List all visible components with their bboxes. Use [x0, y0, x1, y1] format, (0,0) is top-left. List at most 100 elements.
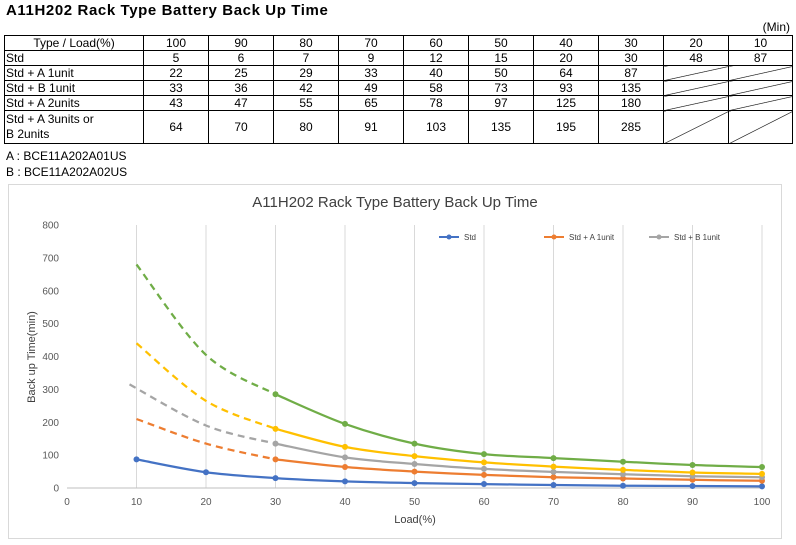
table-cell: 15 — [468, 50, 534, 66]
table-cell: 25 — [208, 65, 274, 81]
table-cell: 70 — [208, 110, 274, 144]
x-tick-label: 60 — [478, 497, 490, 508]
table-cell: 33 — [143, 80, 209, 96]
x-tick-label: 50 — [409, 497, 421, 508]
data-point — [550, 474, 557, 481]
backup-time-table: Type / Load(%) 100 90 80 70 60 50 40 30 … — [4, 35, 793, 144]
y-axis-label: Back up Time(min) — [26, 311, 38, 403]
data-point — [342, 443, 348, 450]
legend-marker — [656, 234, 662, 240]
series-dashed-extension — [135, 342, 276, 430]
chart-title: A11H202 Rack Type Battery Back Up Time — [252, 194, 537, 211]
table-cell: 6 — [208, 50, 274, 66]
y-tick-label: 200 — [42, 418, 59, 429]
x-tick-label: 100 — [754, 497, 771, 508]
legend-label: Std + A 1unit — [569, 233, 615, 242]
empty-cell — [663, 95, 729, 111]
empty-cell — [663, 110, 729, 144]
data-point — [620, 482, 626, 489]
row-label-line: B 2units — [6, 127, 50, 141]
series-line — [275, 442, 763, 479]
gridlines — [136, 225, 763, 488]
table-row: Std + A 1unit 22 25 29 33 40 50 64 87 — [4, 65, 793, 81]
data-point — [550, 455, 557, 462]
table-header-label: Type / Load(%) — [4, 35, 144, 51]
data-point — [689, 483, 696, 490]
table-cell: 7 — [273, 50, 339, 66]
series-line — [275, 458, 763, 482]
row-label: Std + A 1unit — [4, 65, 144, 81]
data-point — [620, 471, 626, 478]
table-cell: 93 — [533, 80, 599, 96]
series-group — [135, 263, 765, 470]
row-label: Std + B 1unit — [4, 80, 144, 96]
page-title: A11H202 Rack Type Battery Back Up Time — [6, 2, 329, 19]
y-tick-label: 300 — [42, 385, 59, 396]
table-header-load: 60 — [403, 35, 469, 51]
table-header-load: 50 — [468, 35, 534, 51]
data-point — [411, 453, 418, 460]
data-point — [689, 469, 696, 476]
y-tick-label: 600 — [42, 286, 59, 297]
table-cell: 135 — [468, 110, 534, 144]
table-cell: 49 — [338, 80, 404, 96]
table-cell: 5 — [143, 50, 209, 66]
empty-cell — [663, 80, 729, 96]
data-point — [411, 468, 418, 475]
table-header-load: 70 — [338, 35, 404, 51]
backup-time-chart: A11H202 Rack Type Battery Back Up Time 0… — [26, 194, 771, 526]
table-cell: 43 — [143, 95, 209, 111]
table-cell: 55 — [273, 95, 339, 111]
row-label: Std + A 3units or B 2units — [4, 110, 144, 144]
table-header-row: Type / Load(%) 100 90 80 70 60 50 40 30 … — [4, 35, 793, 51]
table-cell: 9 — [338, 50, 404, 66]
x-tick-label: 30 — [270, 497, 282, 508]
y-tick-label: 500 — [42, 319, 59, 330]
legend-label: Std + B 1unit — [674, 233, 721, 242]
series-line — [275, 393, 763, 469]
note-b: B : BCE11A202A02US — [6, 165, 128, 179]
series-dashed-extension — [128, 383, 276, 445]
table-cell: 125 — [533, 95, 599, 111]
empty-cell — [728, 65, 793, 81]
table-header-load: 40 — [533, 35, 599, 51]
x-axis-label: Load(%) — [394, 514, 436, 526]
data-point — [620, 458, 626, 465]
table-cell: 47 — [208, 95, 274, 111]
data-point — [550, 463, 557, 470]
table-cell: 42 — [273, 80, 339, 96]
data-point — [481, 465, 487, 472]
x-tick-label: 40 — [339, 497, 351, 508]
empty-cell — [728, 95, 793, 111]
table-header-load: 10 — [728, 35, 793, 51]
x-tick-label: 70 — [548, 497, 560, 508]
table-cell: 12 — [403, 50, 469, 66]
x-tick-label: 0 — [64, 497, 70, 508]
legend-marker — [551, 234, 557, 240]
data-point — [550, 468, 557, 475]
table-header-load: 30 — [598, 35, 664, 51]
data-point — [342, 478, 348, 485]
data-point — [342, 420, 348, 427]
x-tick-label: 20 — [200, 497, 212, 508]
table-cell: 50 — [468, 65, 534, 81]
x-tick-label: 90 — [687, 497, 699, 508]
table-row: Std + A 2units 43 47 55 65 78 97 125 180 — [4, 95, 793, 111]
table-cell: 180 — [598, 95, 664, 111]
data-point — [272, 425, 279, 432]
table-header-load: 20 — [663, 35, 729, 51]
table-cell: 103 — [403, 110, 469, 144]
unit-note: (Min) — [762, 20, 790, 34]
data-point — [272, 440, 279, 447]
series-dashed-extension — [136, 417, 276, 461]
table-row: Std + B 1unit 33 36 42 49 58 73 93 135 — [4, 80, 793, 96]
table-cell: 30 — [598, 50, 664, 66]
legend: Std Std + A 1unit Std + B 1unit — [439, 233, 721, 242]
data-point — [550, 482, 557, 489]
table-cell: 91 — [338, 110, 404, 144]
series-line — [136, 458, 763, 488]
legend-marker — [446, 234, 452, 240]
data-point — [272, 456, 279, 463]
row-label: Std — [4, 50, 144, 66]
table-cell: 135 — [598, 80, 664, 96]
